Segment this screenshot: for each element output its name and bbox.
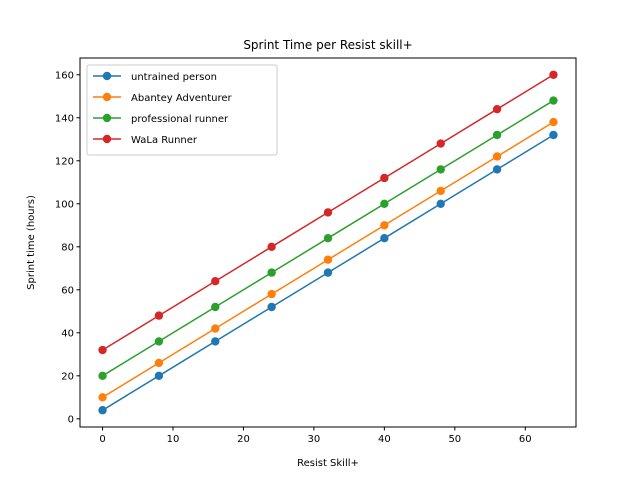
y-tick-label: 80 [61, 242, 74, 253]
data-point [323, 233, 333, 243]
x-tick-label: 50 [448, 434, 461, 445]
y-tick-label: 120 [55, 156, 74, 167]
legend: untrained person Abantey Adventurer profes… [86, 64, 278, 156]
x-axis-label: Resist Skill+ [297, 458, 359, 469]
x-tick-label: 10 [167, 434, 180, 445]
data-point [492, 130, 502, 140]
series-abantey-adventurer [98, 117, 558, 402]
legend-item: untrained person [93, 71, 217, 83]
data-point [436, 186, 445, 196]
y-tick-label: 60 [61, 285, 74, 296]
data-point [380, 233, 389, 243]
data-point [211, 302, 220, 312]
data-point [492, 165, 502, 174]
data-point [267, 242, 276, 252]
legend-marker [102, 71, 112, 81]
data-point [211, 337, 220, 346]
legend-item: WaLa Runner [93, 134, 198, 146]
axes-frame [79, 57, 577, 428]
y-tick-label: 160 [55, 70, 74, 81]
data-point [154, 311, 164, 320]
legend-label: Abantey Adventurer [131, 93, 233, 104]
legend-label: professional runner [131, 114, 229, 125]
data-point [323, 208, 333, 217]
data-point [549, 117, 558, 127]
data-point [380, 199, 389, 208]
y-axis-label: Sprint time (hours) [26, 195, 37, 290]
data-point [98, 345, 107, 355]
data-point [98, 406, 107, 415]
legend-marker [102, 134, 112, 144]
chart-title: Sprint Time per Resist skill+ [243, 38, 412, 52]
data-point [549, 130, 558, 140]
x-axis-ticks: 0 10 20 30 40 50 60 [99, 427, 532, 445]
data-point [549, 70, 558, 79]
data-point [267, 302, 276, 312]
series-layer [98, 70, 558, 415]
series-wala-runner [98, 70, 558, 355]
legend-box [86, 64, 278, 156]
y-tick-label: 20 [61, 371, 74, 382]
data-point [380, 173, 389, 183]
x-tick-label: 30 [308, 434, 321, 445]
data-point [98, 393, 107, 402]
data-point [436, 139, 445, 148]
legend-item: Abantey Adventurer [93, 92, 233, 104]
data-point [492, 152, 502, 161]
x-tick-label: 20 [237, 434, 250, 445]
data-point [211, 277, 220, 286]
x-tick-label: 0 [99, 434, 105, 445]
series-untrained-person [98, 130, 558, 415]
data-point [323, 255, 333, 264]
legend-label: untrained person [131, 72, 217, 83]
legend-label: WaLa Runner [131, 135, 198, 146]
x-tick-label: 40 [378, 434, 391, 445]
series-professional-runner [98, 96, 558, 381]
y-axis-ticks: 0 20 40 60 80 100 120 140 160 [55, 70, 80, 425]
y-tick-label: 140 [55, 113, 74, 124]
y-tick-label: 100 [55, 199, 74, 210]
y-tick-label: 0 [68, 414, 74, 425]
data-point [380, 221, 389, 230]
data-point [436, 199, 445, 208]
legend-marker [102, 92, 112, 102]
data-point [267, 289, 276, 299]
data-point [211, 324, 220, 333]
legend-marker [102, 113, 112, 123]
x-tick-label: 60 [519, 434, 532, 445]
data-point [154, 358, 164, 368]
data-point [98, 371, 107, 381]
data-point [267, 268, 276, 277]
data-point [492, 104, 502, 114]
data-point [323, 268, 333, 277]
data-point [154, 371, 164, 381]
data-point [436, 165, 445, 174]
data-point [154, 337, 164, 346]
y-tick-label: 40 [61, 328, 74, 339]
legend-item: professional runner [93, 113, 229, 125]
data-point [549, 96, 558, 105]
